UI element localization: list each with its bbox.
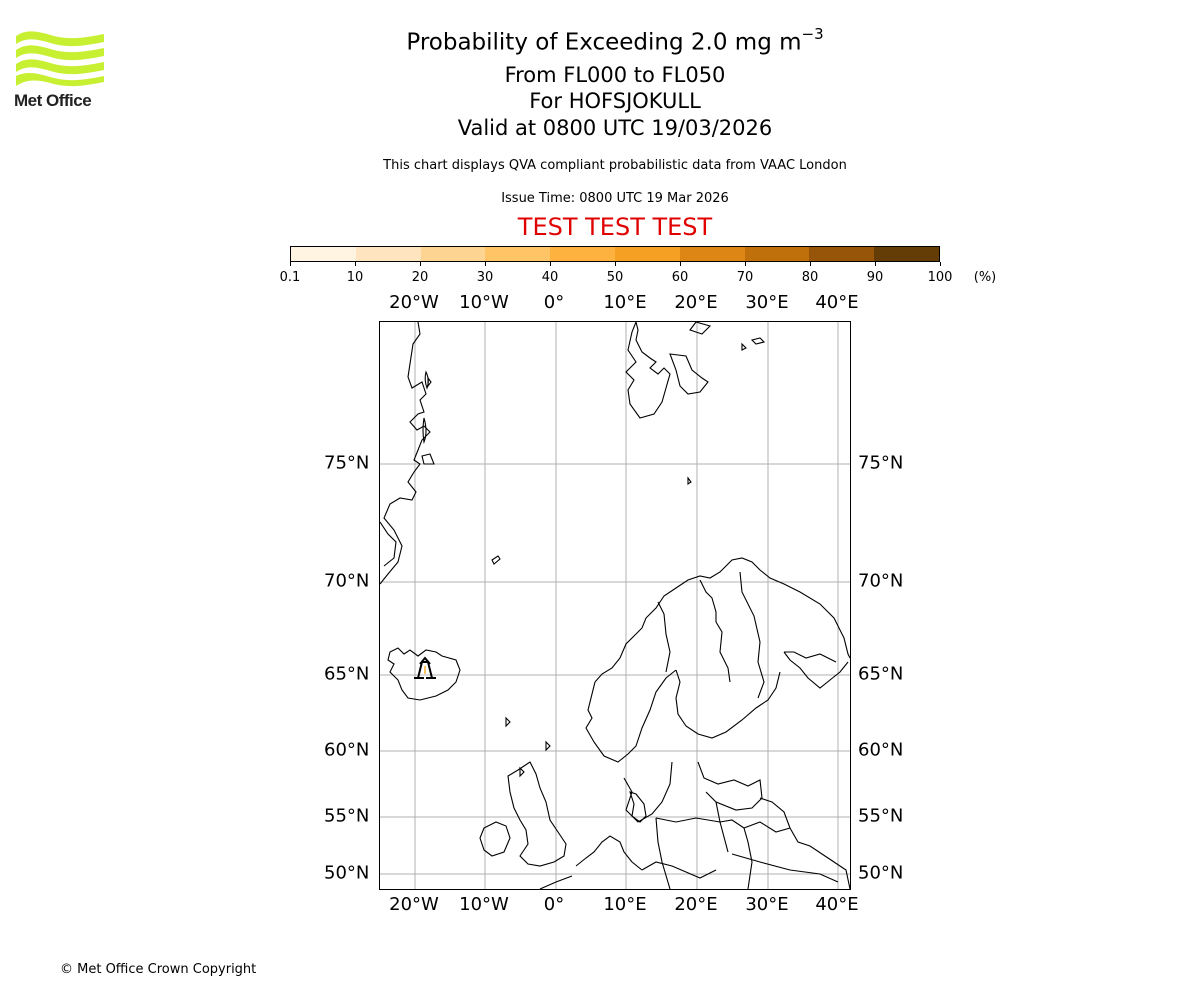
- volcano-name: For HOFSJOKULL: [529, 89, 701, 113]
- validity-time: Valid at 0800 UTC 19/03/2026: [457, 116, 773, 140]
- latitude-label: 75°N: [858, 452, 904, 474]
- colorbar-tick-label: 50: [606, 270, 624, 285]
- colorbar-tick-label: 100: [927, 270, 953, 285]
- colorbar-bin: [744, 247, 810, 261]
- colorbar-tick: [550, 262, 551, 266]
- colorbar-bin: [679, 247, 745, 261]
- longitude-label: 10°E: [603, 894, 647, 915]
- colorbar-bin: [809, 247, 875, 261]
- logo-text: Met Office: [14, 91, 92, 110]
- colorbar-tick: [940, 262, 941, 266]
- longitude-label: 20°E: [674, 894, 718, 915]
- volcano-icon[interactable]: [414, 656, 436, 679]
- longitude-label: 0°: [543, 292, 565, 313]
- longitude-label: 0°: [543, 894, 565, 915]
- flight-level-range: From FL000 to FL050: [504, 63, 726, 87]
- colorbar-bin: [291, 247, 356, 261]
- latitude-label: 70°N: [858, 570, 904, 592]
- latitude-label: 65°N: [858, 663, 904, 685]
- longitude-label: 40°E: [815, 894, 859, 915]
- colorbar-tick-label: 80: [801, 270, 819, 285]
- colorbar-tick: [810, 262, 811, 266]
- colorbar-bin: [874, 247, 939, 261]
- graticule: [380, 322, 850, 889]
- colorbar-tick-label: 30: [476, 270, 494, 285]
- colorbar-tick-label: 10: [346, 270, 364, 285]
- longitude-label: 10°E: [603, 292, 647, 313]
- colorbar-tick-label: 60: [671, 270, 689, 285]
- latitude-label: 60°N: [324, 739, 370, 761]
- longitude-label: 10°W: [459, 894, 509, 915]
- colorbar-tick: [680, 262, 681, 266]
- met-office-logo: [14, 30, 106, 112]
- longitude-label: 20°W: [389, 894, 439, 915]
- colorbar-tick: [615, 262, 616, 266]
- colorbar-tick-label: 20: [411, 270, 429, 285]
- colorbar-tick: [875, 262, 876, 266]
- longitude-label: 20°E: [674, 292, 718, 313]
- colorbar-tick-label: 0.1: [279, 270, 301, 285]
- longitude-label: 30°E: [745, 292, 789, 313]
- colorbar-bin: [614, 247, 680, 261]
- colorbar-tick: [355, 262, 356, 266]
- colorbar-tick: [420, 262, 421, 266]
- issue-time: Issue Time: 0800 UTC 19 Mar 2026: [501, 191, 729, 206]
- coastlines: [380, 322, 850, 889]
- latitude-label: 55°N: [858, 805, 904, 827]
- longitude-label: 40°E: [815, 292, 859, 313]
- colorbar-tick: [745, 262, 746, 266]
- colorbar-tick-label: 40: [541, 270, 559, 285]
- longitude-label: 20°W: [389, 292, 439, 313]
- copyright-notice: © Met Office Crown Copyright: [60, 962, 257, 977]
- logo-waves-icon: [16, 31, 104, 87]
- colorbar-bin: [550, 247, 615, 261]
- chart-title: Probability of Exceeding 2.0 mg m−3: [406, 25, 824, 56]
- colorbar-bin: [420, 247, 486, 261]
- latitude-label: 65°N: [324, 663, 370, 685]
- colorbar-tick-label: 70: [736, 270, 754, 285]
- latitude-label: 50°N: [324, 862, 370, 884]
- colorbar-tick-label: 90: [866, 270, 884, 285]
- colorbar-bin: [355, 247, 421, 261]
- colorbar-unit: (%): [973, 270, 997, 285]
- latitude-label: 70°N: [324, 570, 370, 592]
- test-banner: TEST TEST TEST: [517, 213, 713, 241]
- latitude-label: 50°N: [858, 862, 904, 884]
- latitude-label: 60°N: [858, 739, 904, 761]
- latitude-label: 75°N: [324, 452, 370, 474]
- probability-colorbar: [290, 246, 940, 262]
- chart-description: This chart displays QVA compliant probab…: [383, 158, 847, 173]
- map-panel[interactable]: [379, 321, 851, 890]
- colorbar-tick: [290, 262, 291, 266]
- colorbar-bin: [485, 247, 551, 261]
- map-canvas: [380, 322, 850, 889]
- longitude-label: 10°W: [459, 292, 509, 313]
- colorbar-tick: [485, 262, 486, 266]
- longitude-label: 30°E: [745, 894, 789, 915]
- latitude-label: 55°N: [324, 805, 370, 827]
